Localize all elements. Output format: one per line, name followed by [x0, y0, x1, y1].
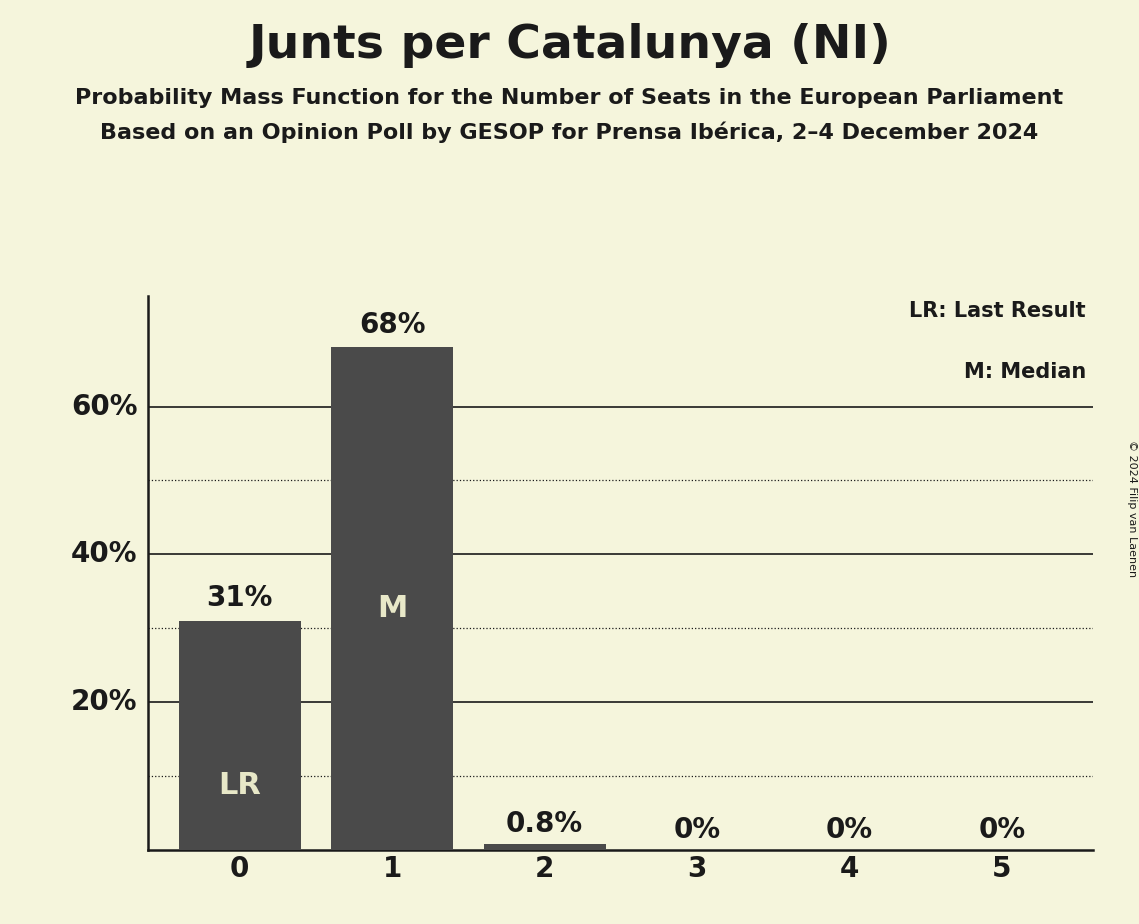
Text: 20%: 20% — [71, 688, 138, 716]
Text: 60%: 60% — [71, 393, 138, 420]
Text: LR: Last Result: LR: Last Result — [909, 301, 1085, 322]
Bar — [484, 845, 606, 850]
Text: 0%: 0% — [673, 816, 721, 845]
Text: M: M — [377, 594, 408, 624]
Text: © 2024 Filip van Laenen: © 2024 Filip van Laenen — [1126, 440, 1137, 577]
Bar — [179, 621, 301, 850]
Text: 40%: 40% — [71, 541, 138, 568]
Text: Junts per Catalunya (NI): Junts per Catalunya (NI) — [248, 23, 891, 68]
Text: 68%: 68% — [359, 310, 425, 338]
Text: 31%: 31% — [206, 584, 272, 612]
Text: 0%: 0% — [978, 816, 1025, 845]
Text: 0.8%: 0.8% — [506, 810, 583, 838]
Text: M: Median: M: Median — [964, 362, 1085, 383]
Text: 0%: 0% — [826, 816, 872, 845]
Text: Probability Mass Function for the Number of Seats in the European Parliament: Probability Mass Function for the Number… — [75, 88, 1064, 108]
Bar — [331, 347, 453, 850]
Text: LR: LR — [219, 772, 261, 800]
Text: Based on an Opinion Poll by GESOP for Prensa Ibérica, 2–4 December 2024: Based on an Opinion Poll by GESOP for Pr… — [100, 122, 1039, 143]
